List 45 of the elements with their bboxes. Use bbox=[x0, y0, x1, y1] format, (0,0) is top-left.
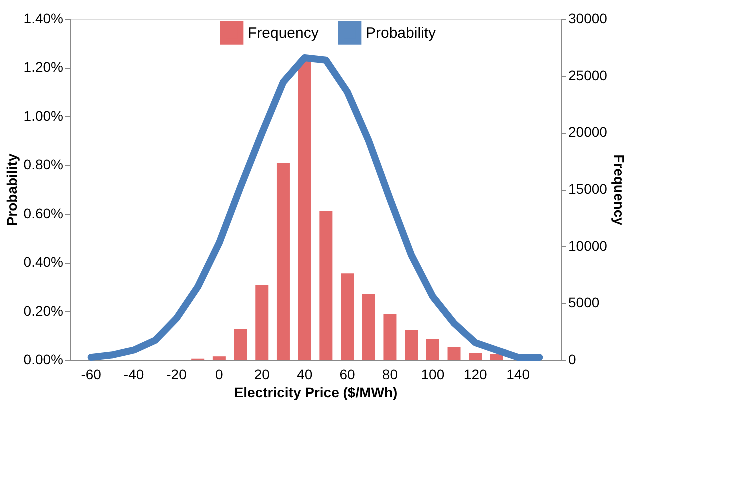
y2-tick-label: 20000 bbox=[568, 124, 608, 140]
bar bbox=[320, 211, 333, 360]
x-tick-label: 100 bbox=[421, 366, 445, 382]
y2-tick-label: 25000 bbox=[568, 67, 608, 84]
x-axis-title: Electricity Price ($/MWh) bbox=[234, 384, 398, 400]
y2-axis-title: Frequency bbox=[611, 154, 628, 226]
bar bbox=[490, 354, 504, 360]
bar bbox=[234, 329, 248, 360]
y-tick-label: 0.20% bbox=[24, 302, 64, 319]
bar bbox=[448, 347, 461, 360]
bar bbox=[362, 294, 376, 360]
y-tick-label: 0.60% bbox=[24, 205, 64, 222]
x-tick-label: -20 bbox=[166, 366, 188, 382]
x-tick-label: 120 bbox=[464, 366, 488, 382]
y2-tick-label: 15000 bbox=[568, 181, 608, 197]
y-axis-title: Probability bbox=[4, 154, 20, 226]
y2-tick-label: 30000 bbox=[568, 10, 608, 26]
bar bbox=[276, 163, 290, 360]
y2-tick-label: 0 bbox=[568, 352, 576, 368]
y2-tick-label: 10000 bbox=[568, 238, 608, 254]
x-tick-label: 60 bbox=[340, 366, 356, 382]
y-tick-label: 0.80% bbox=[24, 156, 64, 173]
legend-label: Frequency bbox=[248, 25, 320, 42]
bar bbox=[341, 274, 354, 360]
y-tick-label: 1.20% bbox=[24, 59, 64, 76]
x-tick-label: 40 bbox=[297, 366, 313, 382]
y2-tick-label: 5000 bbox=[568, 294, 600, 311]
bar bbox=[298, 61, 312, 360]
x-tick-label: -40 bbox=[124, 366, 144, 382]
bar bbox=[384, 314, 397, 360]
x-tick-label: 140 bbox=[506, 366, 530, 382]
x-tick-label: -60 bbox=[81, 366, 102, 382]
x-tick-label: 20 bbox=[254, 366, 270, 382]
x-tick-label: 80 bbox=[382, 366, 398, 382]
y-tick-label: 1.40% bbox=[24, 10, 64, 26]
y-tick-label: 1.00% bbox=[24, 108, 64, 124]
bar bbox=[469, 353, 482, 360]
y-tick-label: 0.40% bbox=[24, 254, 64, 270]
bar bbox=[405, 330, 418, 360]
bar bbox=[426, 340, 440, 360]
y-tick-label: 0.00% bbox=[24, 352, 64, 368]
bar bbox=[212, 356, 226, 360]
bar bbox=[256, 284, 269, 360]
x-tick-label: 0 bbox=[216, 366, 224, 382]
legend-label: Probability bbox=[366, 25, 437, 42]
